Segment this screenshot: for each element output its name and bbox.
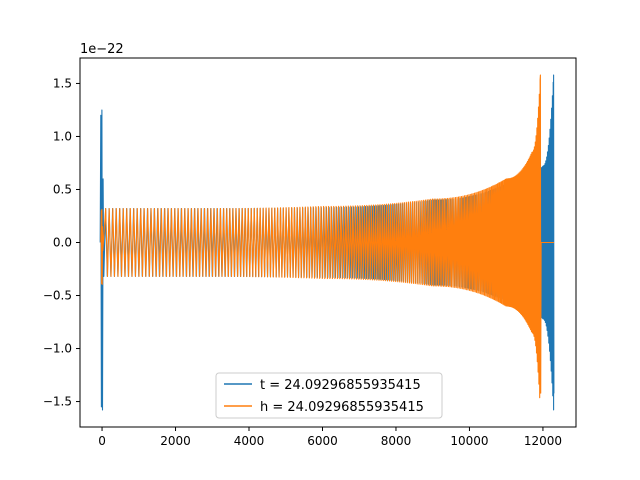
x-tick-label: 10000 xyxy=(450,434,488,448)
legend-box xyxy=(215,372,443,419)
y-axis: −1.5 −1.0 −0.5 0.0 0.5 1.0 1.5 xyxy=(43,76,80,409)
legend: t = 24.09296855935415 h = 24.09296855935… xyxy=(215,372,443,419)
y-tick-label: 1.0 xyxy=(53,129,72,143)
x-tick-label: 6000 xyxy=(307,434,338,448)
y-tick-label: 0.0 xyxy=(53,236,72,250)
y-tick-label: 1.5 xyxy=(53,76,72,90)
plot-area xyxy=(99,74,555,411)
x-tick-label: 4000 xyxy=(234,434,265,448)
x-tick-label: 2000 xyxy=(160,434,191,448)
y-tick-label: −1.5 xyxy=(43,395,72,409)
x-tick-label: 8000 xyxy=(381,434,412,448)
legend-label-h: h = 24.09296855935415 xyxy=(260,400,424,415)
x-axis: 0 2000 4000 6000 8000 10000 12000 xyxy=(98,427,562,448)
x-tick-label: 12000 xyxy=(524,434,562,448)
legend-label-t: t = 24.09296855935415 xyxy=(260,378,421,393)
scale-label: 1e−22 xyxy=(80,42,124,57)
y-tick-label: −0.5 xyxy=(43,289,72,303)
y-tick-label: 0.5 xyxy=(53,182,72,196)
x-tick-label: 0 xyxy=(98,434,106,448)
series-line-h xyxy=(100,74,554,399)
y-tick-label: −1.0 xyxy=(43,342,72,356)
